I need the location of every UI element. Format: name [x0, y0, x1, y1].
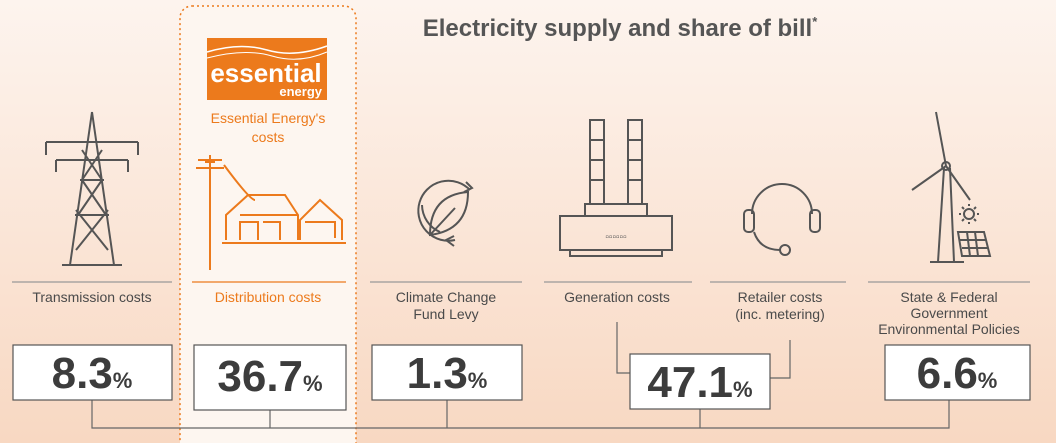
- item-value: 8.3%: [52, 349, 133, 398]
- text-part: 1.3: [407, 349, 468, 398]
- item-label: Distribution costs: [215, 289, 322, 305]
- headset-icon: [743, 183, 821, 256]
- text-part: 6.6: [917, 349, 978, 398]
- highlight-label: costs: [252, 129, 285, 145]
- item-label: Climate Change: [396, 289, 497, 305]
- value-box: [884, 344, 1031, 401]
- highlight-label: Essential Energy's: [211, 110, 326, 126]
- item-label: State & Federal: [900, 289, 997, 305]
- text-part: 47.1: [647, 358, 733, 407]
- svg-text:▫▫▫▫▫▫: ▫▫▫▫▫▫: [605, 232, 626, 243]
- item-label: (inc. metering): [735, 306, 824, 322]
- text-part: %: [303, 371, 323, 396]
- text-part: 8.3: [52, 349, 113, 398]
- pylon-icon: [45, 111, 139, 266]
- item-value: 6.6%: [917, 349, 998, 398]
- text-part: *: [812, 14, 818, 29]
- highlight-column: [179, 5, 357, 443]
- house-icon: [196, 155, 346, 270]
- item-label: Transmission costs: [32, 289, 151, 305]
- connectors: [91, 322, 950, 429]
- logo-sub: energy: [279, 84, 322, 99]
- text-part: %: [468, 368, 488, 393]
- item-label: Government: [910, 305, 987, 321]
- logo-name: essential: [210, 58, 321, 88]
- item-label: Retailer costs: [738, 289, 823, 305]
- combined-value: 47.1%: [647, 358, 752, 407]
- item-label: Fund Levy: [413, 306, 478, 322]
- item-value: 36.7%: [217, 352, 322, 401]
- wind-turbine-icon: [911, 111, 992, 263]
- title: Electricity supply and share of bill*: [423, 14, 818, 42]
- text-part: %: [978, 368, 998, 393]
- text-part: %: [733, 377, 753, 402]
- logo: essential energy: [206, 38, 328, 100]
- leaf-icon: [417, 179, 474, 247]
- item-label: Environmental Policies: [878, 321, 1020, 337]
- item-value: 1.3%: [407, 349, 488, 398]
- value-box: [371, 344, 523, 401]
- item-label: Generation costs: [564, 289, 670, 305]
- factory-icon: ▫▫▫▫▫▫: [559, 119, 673, 257]
- value-box: [12, 344, 173, 401]
- text-part: Electricity supply and share of bill: [423, 15, 812, 42]
- value-box: [193, 344, 347, 411]
- text-part: %: [113, 368, 133, 393]
- value-box: [629, 353, 771, 410]
- text-part: 36.7: [217, 352, 303, 401]
